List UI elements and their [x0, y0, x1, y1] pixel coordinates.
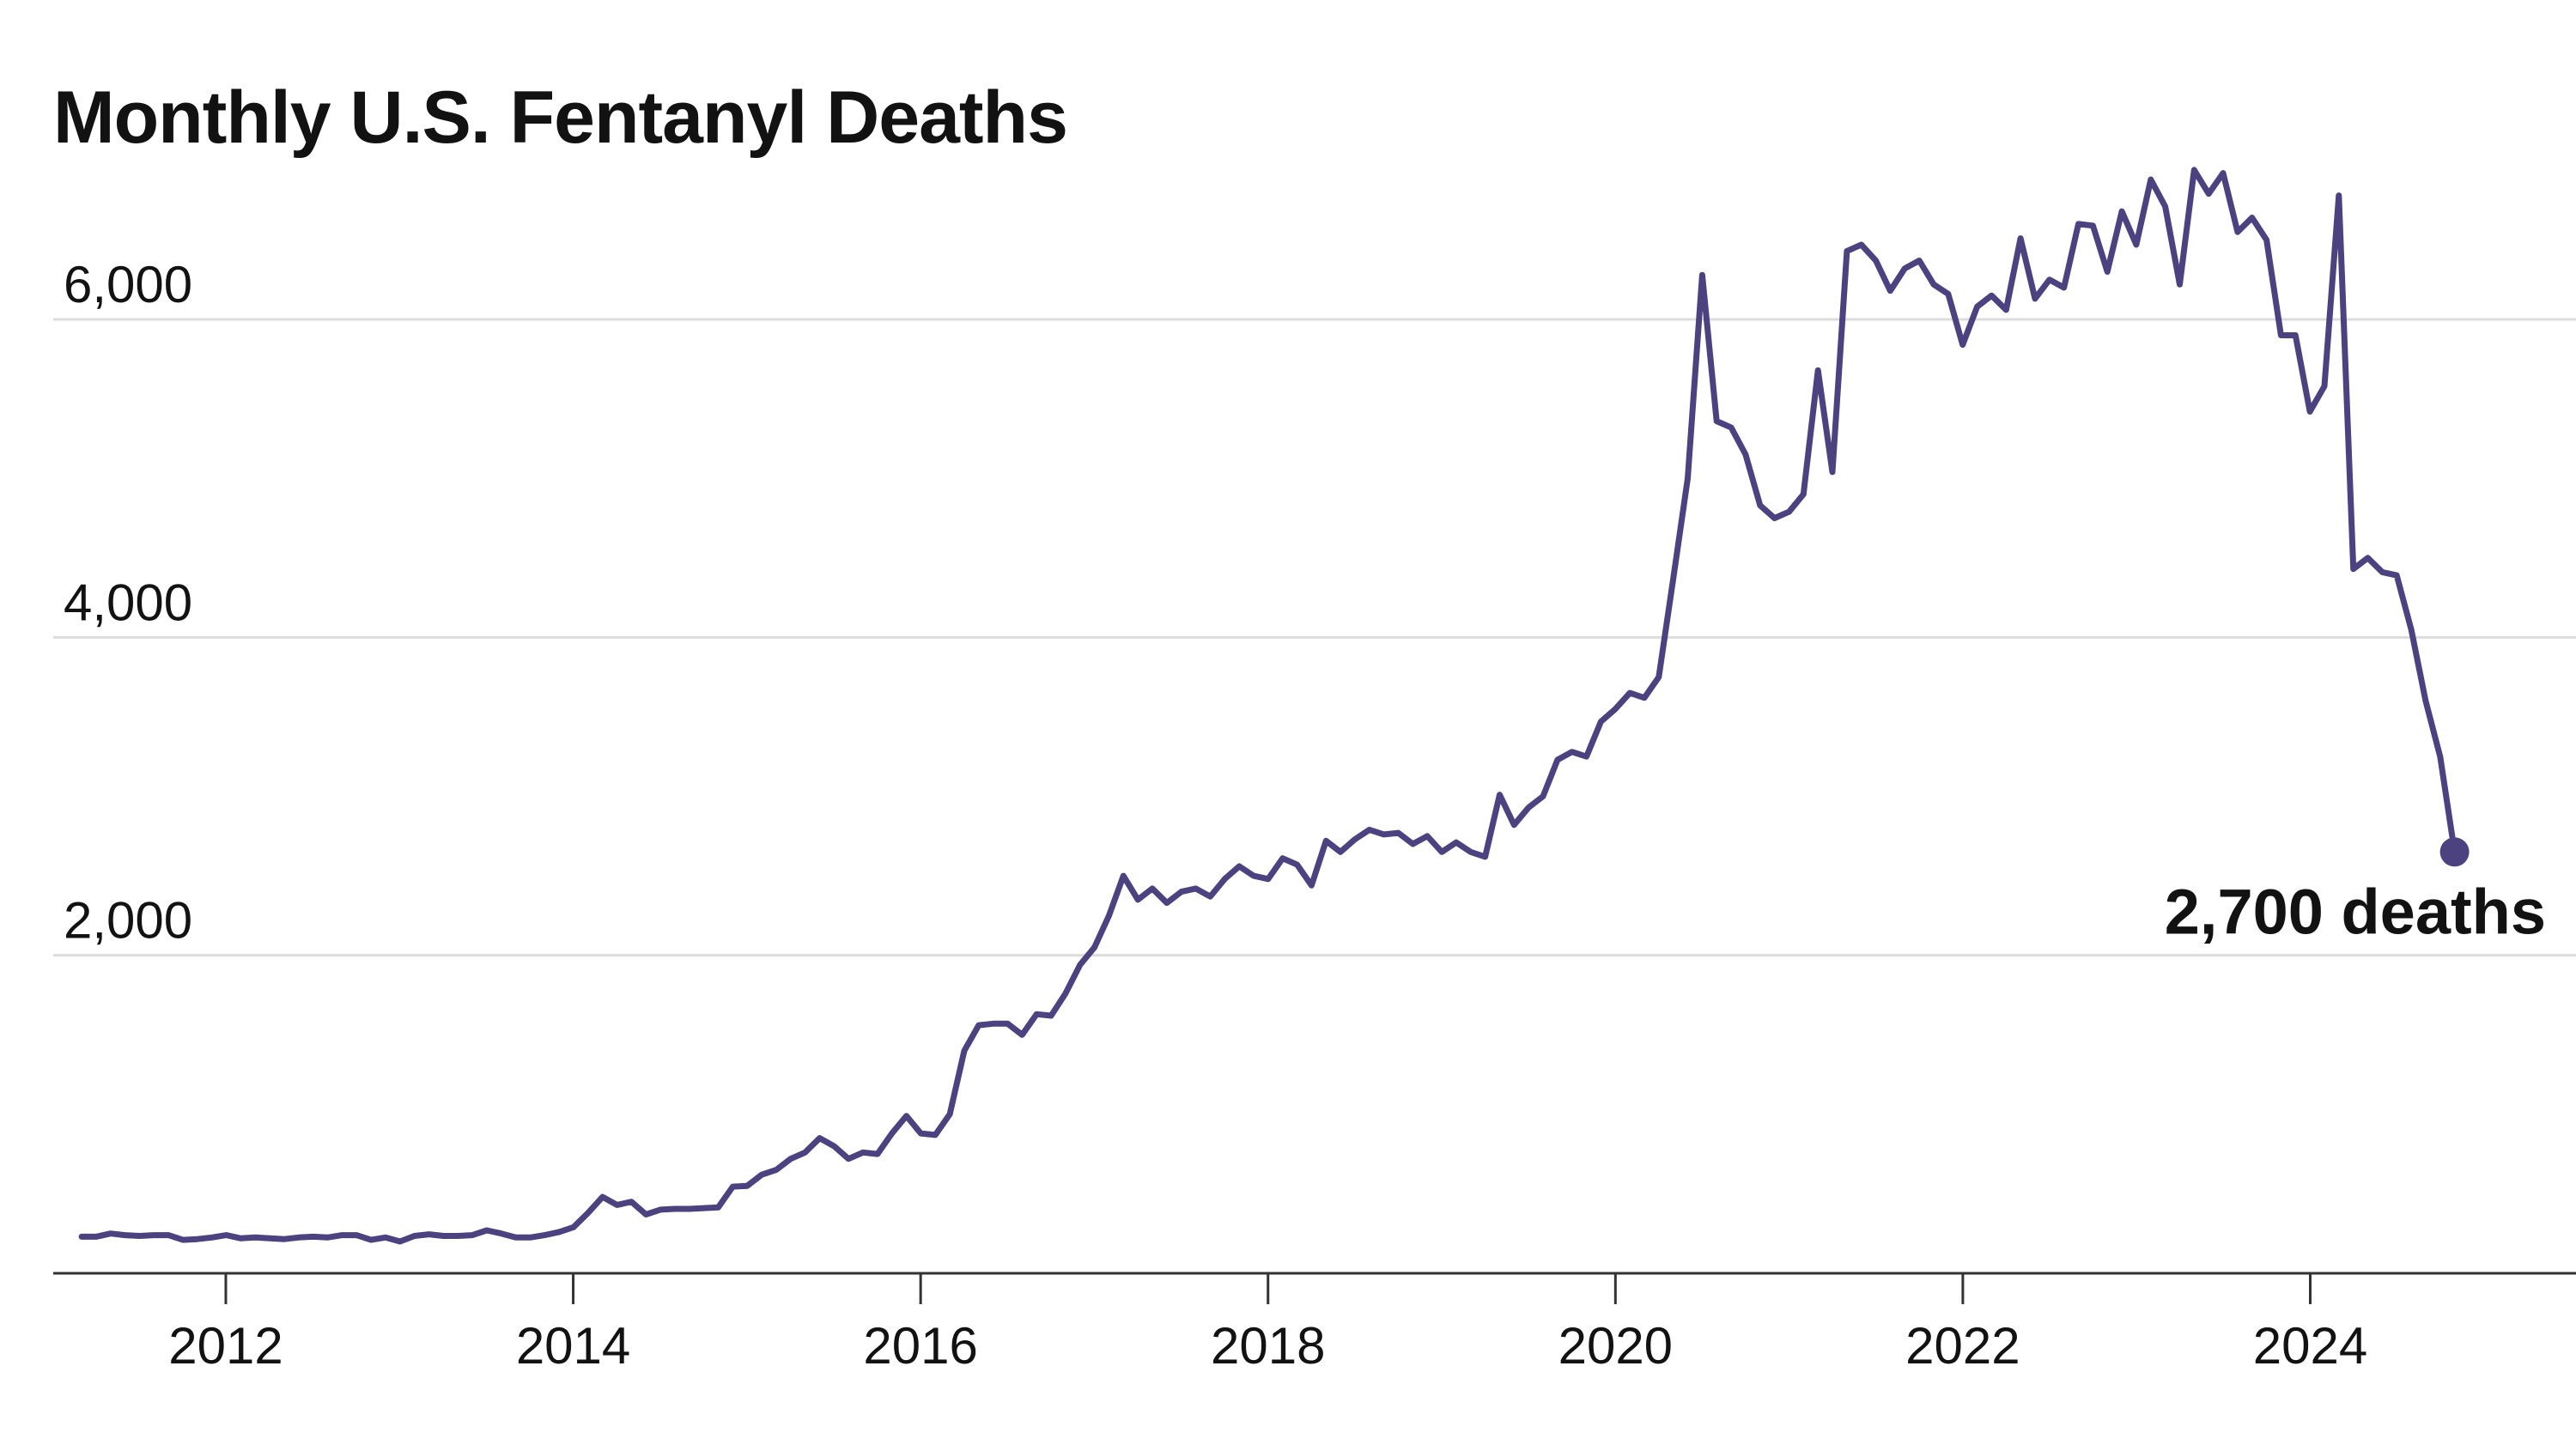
y-tick-label-2000: 2,000: [64, 892, 192, 950]
x-tick-label-2014: 2014: [516, 1317, 630, 1375]
y-axis-labels: 2,000 4,000 6,000: [64, 256, 192, 950]
x-tick-label-2020: 2020: [1558, 1317, 1673, 1375]
chart-title: Monthly U.S. Fentanyl Deaths: [53, 76, 1068, 159]
series-line-fentanyl-deaths: [78, 167, 2458, 1245]
x-axis-labels: 2012 2014 2016 2018 2020 2022 2024: [168, 1317, 2367, 1375]
x-tick-label-2018: 2018: [1211, 1317, 1325, 1375]
x-tick-label-2024: 2024: [2253, 1317, 2367, 1375]
y-tick-label-4000: 4,000: [64, 574, 192, 631]
x-axis-ticks: [224, 1273, 2312, 1304]
x-tick-label-2012: 2012: [168, 1317, 283, 1375]
y-tick-label-6000: 6,000: [64, 256, 192, 313]
end-point-label: 2,700 deaths: [2165, 876, 2546, 947]
x-tick-label-2022: 2022: [1905, 1317, 2020, 1375]
end-point-marker: [2439, 837, 2470, 867]
gridlines: [53, 318, 2576, 957]
x-tick-label-2016: 2016: [863, 1317, 977, 1375]
